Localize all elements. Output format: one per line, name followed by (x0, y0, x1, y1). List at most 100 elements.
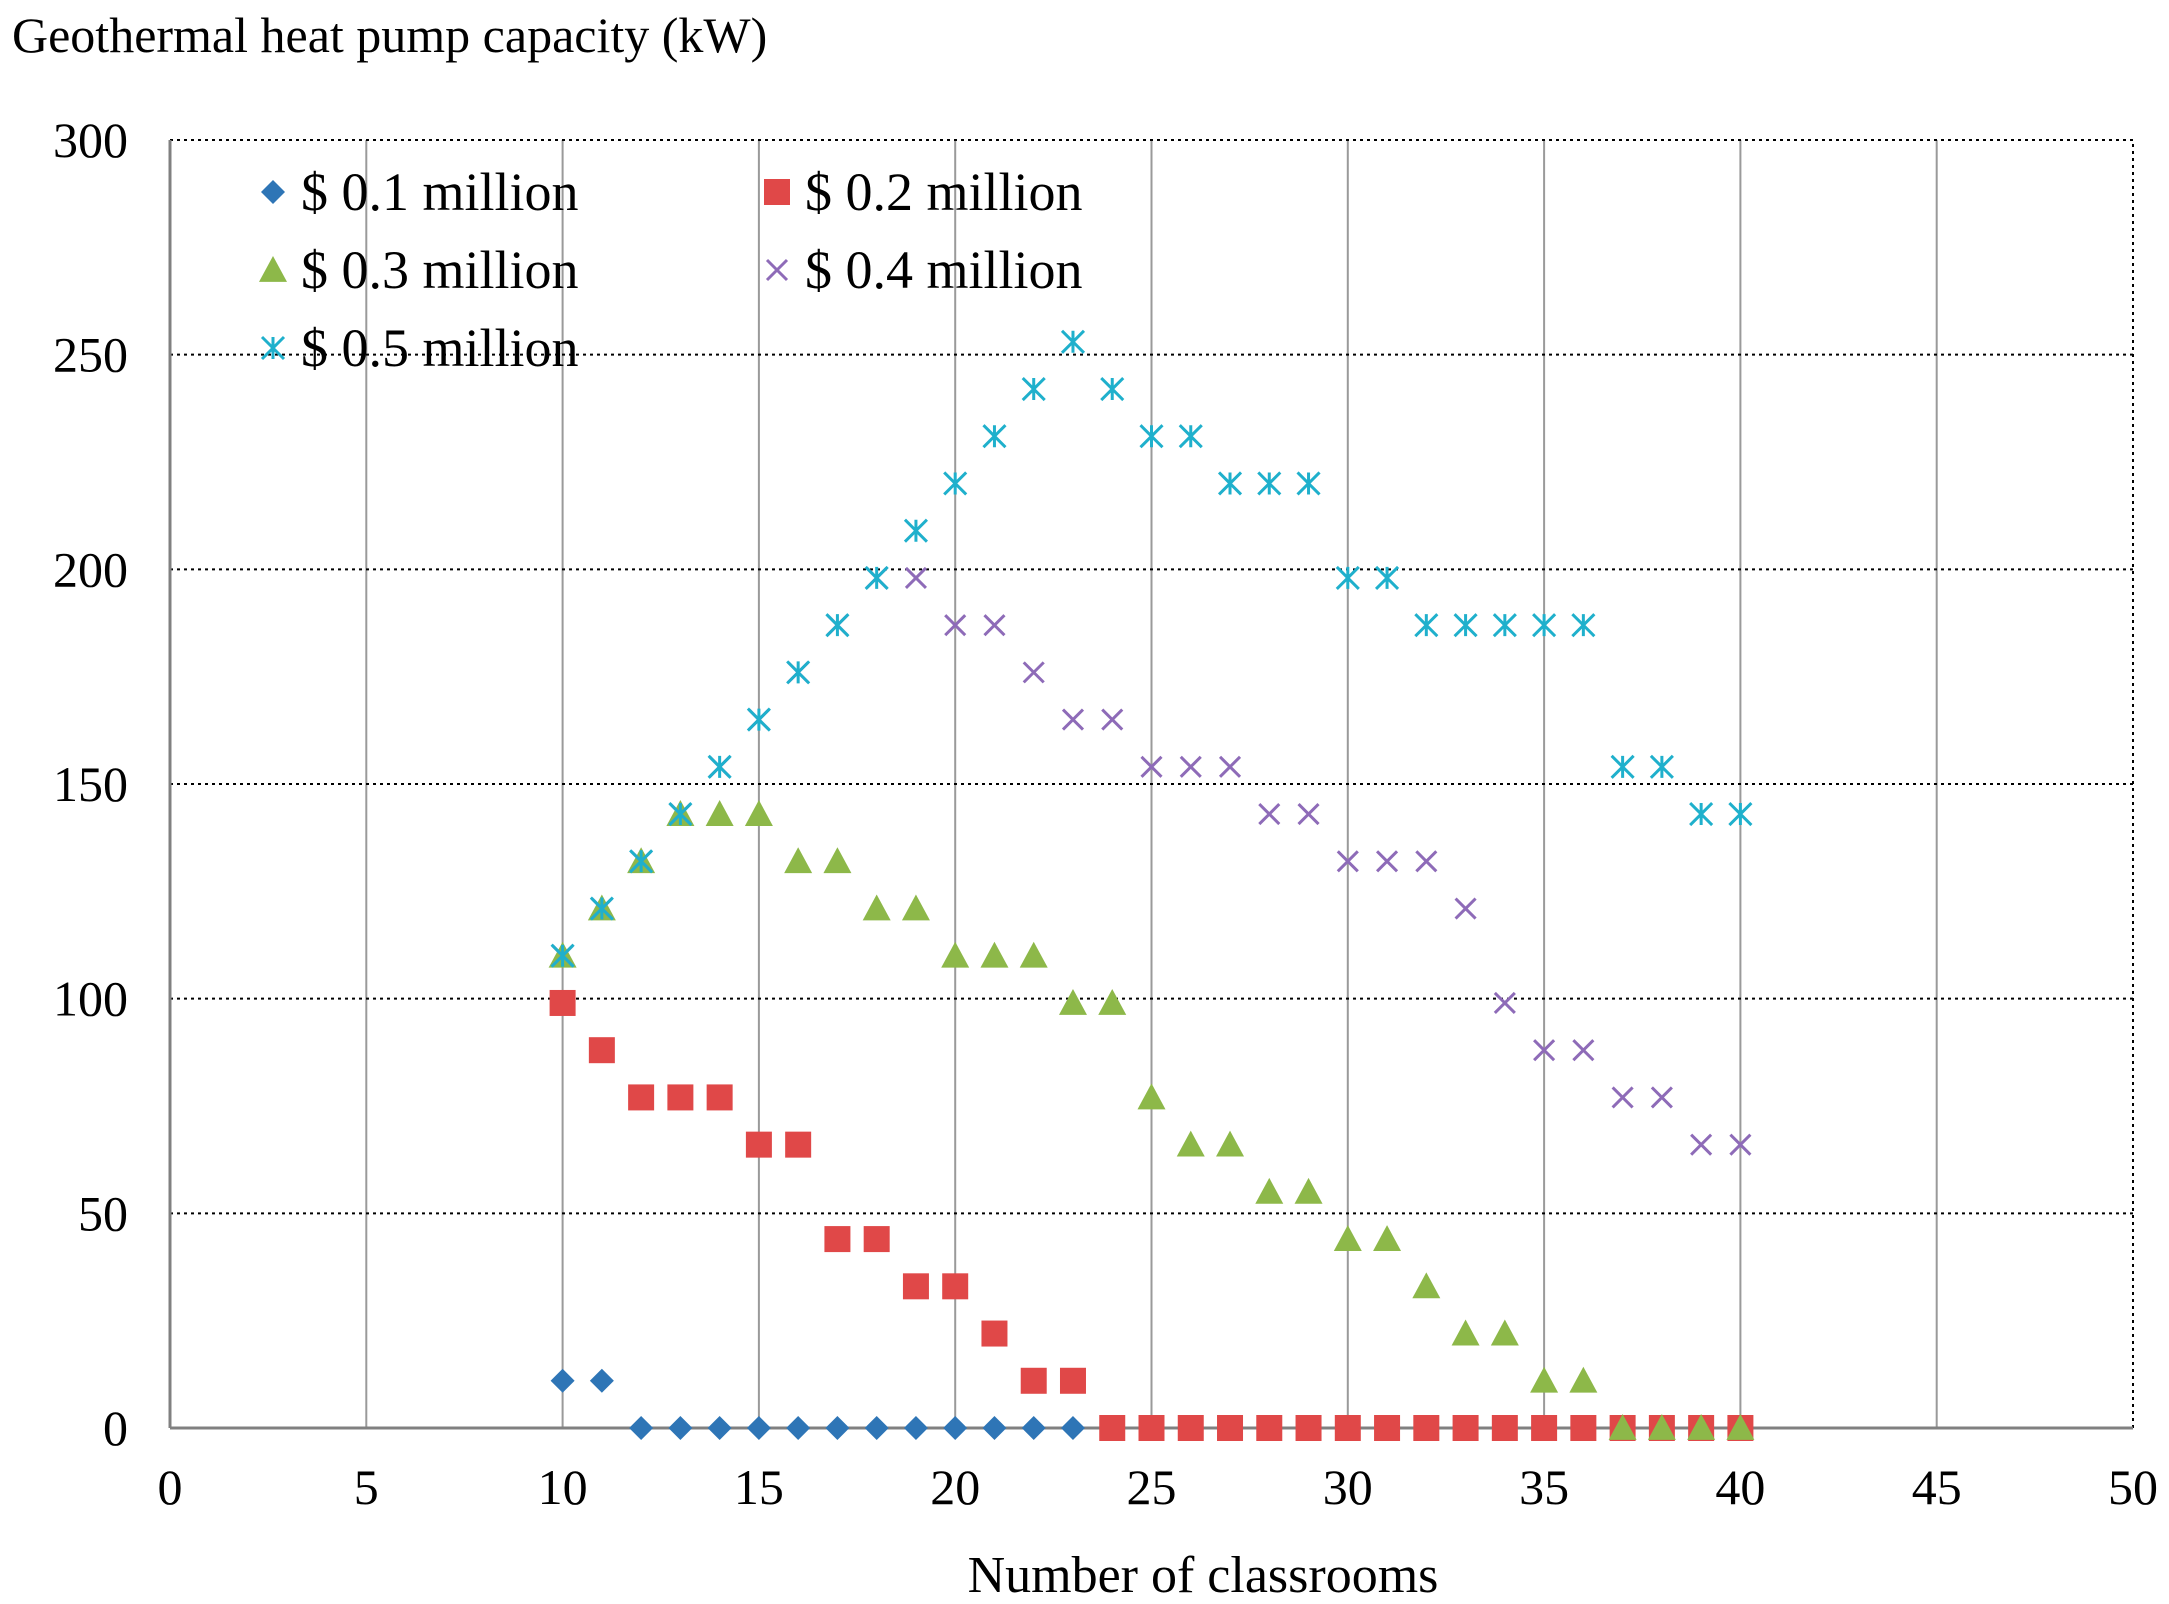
data-point (1217, 1415, 1244, 1441)
data-point (1098, 988, 1127, 1015)
legend-marker (260, 335, 286, 361)
data-point (943, 471, 968, 496)
data-point (1297, 802, 1320, 826)
y-tick-label: 250 (53, 327, 128, 383)
data-point (1608, 1414, 1637, 1440)
data-point (1451, 1319, 1480, 1346)
data-point (784, 847, 813, 874)
y-axis-title: Geothermal heat pump capacity (kW) (12, 7, 767, 63)
x-tick-label: 30 (1323, 1459, 1373, 1515)
data-point (1140, 755, 1163, 778)
x-tick-label: 10 (538, 1459, 588, 1515)
data-point (1176, 1130, 1205, 1157)
data-point (1256, 1415, 1283, 1441)
data-point (786, 1416, 811, 1440)
data-point (824, 1226, 851, 1253)
data-point (707, 754, 732, 779)
data-point (589, 896, 614, 921)
legend-label: $ 0.1 million (301, 162, 579, 222)
legend-item-5: $ 0.5 million (260, 318, 579, 378)
data-point (1021, 376, 1046, 402)
data-point (1255, 1177, 1284, 1204)
data-point (1728, 801, 1753, 827)
legend-marker (259, 256, 287, 282)
data-point (667, 1084, 694, 1111)
data-point (1530, 1366, 1559, 1393)
legend-item-1: $ 0.1 million (261, 162, 579, 222)
data-point (1415, 850, 1438, 873)
data-point (744, 800, 773, 826)
data-point (942, 1273, 969, 1300)
data-point (1177, 1415, 1204, 1441)
x-tick-label: 15 (734, 1459, 784, 1515)
data-point (981, 1320, 1008, 1347)
data-point (668, 801, 693, 827)
data-point (1493, 991, 1516, 1015)
data-point (982, 1416, 1007, 1440)
data-point (1374, 1415, 1401, 1441)
legend: $ 0.1 million $ 0.2 million $ 0.3 million $… (259, 162, 1083, 378)
data-point (1100, 376, 1125, 402)
data-point (1533, 1039, 1556, 1062)
data-point (706, 1084, 733, 1111)
data-point (1491, 1415, 1518, 1441)
data-point (1647, 1414, 1676, 1440)
data-point (785, 1131, 812, 1158)
data-point (550, 943, 575, 968)
data-point (1490, 1319, 1519, 1346)
data-point (786, 660, 811, 685)
data-point (825, 1416, 850, 1440)
legend-marker (261, 180, 285, 204)
data-point (1137, 1083, 1166, 1110)
data-point (589, 1368, 614, 1393)
data-point (1296, 471, 1321, 496)
data-point (1452, 1415, 1479, 1441)
data-point (1021, 1416, 1046, 1440)
data-point (1690, 1133, 1713, 1156)
data-point (1572, 1039, 1595, 1062)
data-point (628, 1084, 655, 1111)
data-point (903, 1416, 928, 1440)
data-point (1650, 1086, 1673, 1109)
data-point (980, 941, 1009, 968)
data-point (1334, 1415, 1361, 1441)
y-tick-label: 0 (103, 1400, 128, 1456)
data-point (1333, 1225, 1362, 1251)
x-tick-label: 20 (930, 1459, 980, 1515)
data-point (1295, 1415, 1322, 1441)
x-tick-label: 50 (2108, 1459, 2158, 1515)
data-point (1571, 613, 1596, 638)
data-point (549, 989, 576, 1016)
data-point (1058, 988, 1087, 1015)
data-point (629, 849, 654, 874)
data-point (904, 566, 928, 589)
data-point (1729, 1133, 1752, 1156)
data-point (1492, 613, 1517, 638)
data-point (1101, 708, 1124, 731)
data-point (1216, 1130, 1245, 1157)
y-tick-label: 100 (53, 971, 128, 1027)
data-point (1374, 565, 1400, 590)
x-axis-title: Number of classrooms (968, 1547, 1439, 1599)
data-point (707, 1416, 732, 1440)
x-tick-label: 35 (1519, 1459, 1569, 1515)
data-point (1059, 1367, 1086, 1394)
data-point (745, 1131, 772, 1158)
data-point (862, 894, 891, 921)
data-point (1139, 424, 1164, 449)
data-point (1019, 941, 1048, 968)
data-point (1610, 754, 1635, 779)
data-point (901, 894, 930, 921)
data-point (1570, 1415, 1597, 1441)
series-1 (550, 1368, 1085, 1440)
grid (169, 139, 2134, 1429)
data-point (1218, 755, 1242, 778)
x-tick-label: 5 (354, 1459, 379, 1515)
data-point (1336, 850, 1359, 873)
x-tick-label: 40 (1715, 1459, 1765, 1515)
data-point (1060, 329, 1086, 354)
data-point (864, 1416, 889, 1440)
data-point (1412, 1272, 1441, 1299)
